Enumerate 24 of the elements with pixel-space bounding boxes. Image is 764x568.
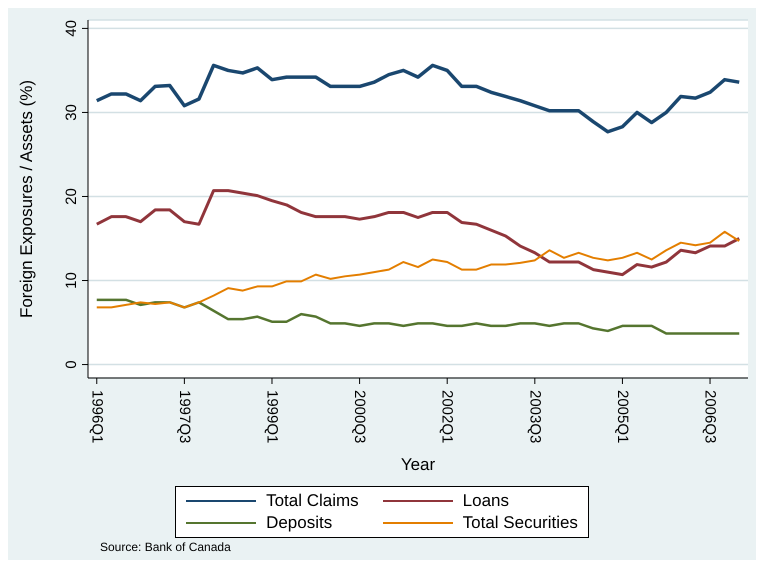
y-tick-label: 30 [63,104,80,121]
legend-label: Loans [462,491,509,511]
line-series [96,298,740,335]
x-tick-label: 2002Q1 [438,390,456,444]
line-series [96,230,740,308]
source-note: Source: Bank of Canada [100,540,231,554]
line-series [95,189,741,276]
legend-label: Total Securities [462,513,578,533]
x-tick-label: 1996Q1 [88,390,106,444]
x-tick-label: 1999Q1 [263,390,280,444]
x-tick-label: 2005Q1 [614,390,631,444]
y-tick-label: 20 [63,188,80,205]
legend-label: Total Claims [266,491,359,511]
x-tick-label: 1997Q3 [176,390,193,444]
y-axis-title: Foreign Exposures / Assets (%) [17,80,36,318]
line-series [95,64,741,134]
x-tick-label: 2000Q3 [351,390,368,444]
y-tick-label: 40 [63,20,80,37]
y-tick-label: 0 [63,360,80,369]
x-tick-label: 2003Q3 [526,390,544,444]
x-axis-title: Year [400,455,436,474]
y-tick-label: 10 [63,272,80,289]
x-tick-label: 2006Q3 [702,390,719,444]
legend-label: Deposits [266,513,332,533]
